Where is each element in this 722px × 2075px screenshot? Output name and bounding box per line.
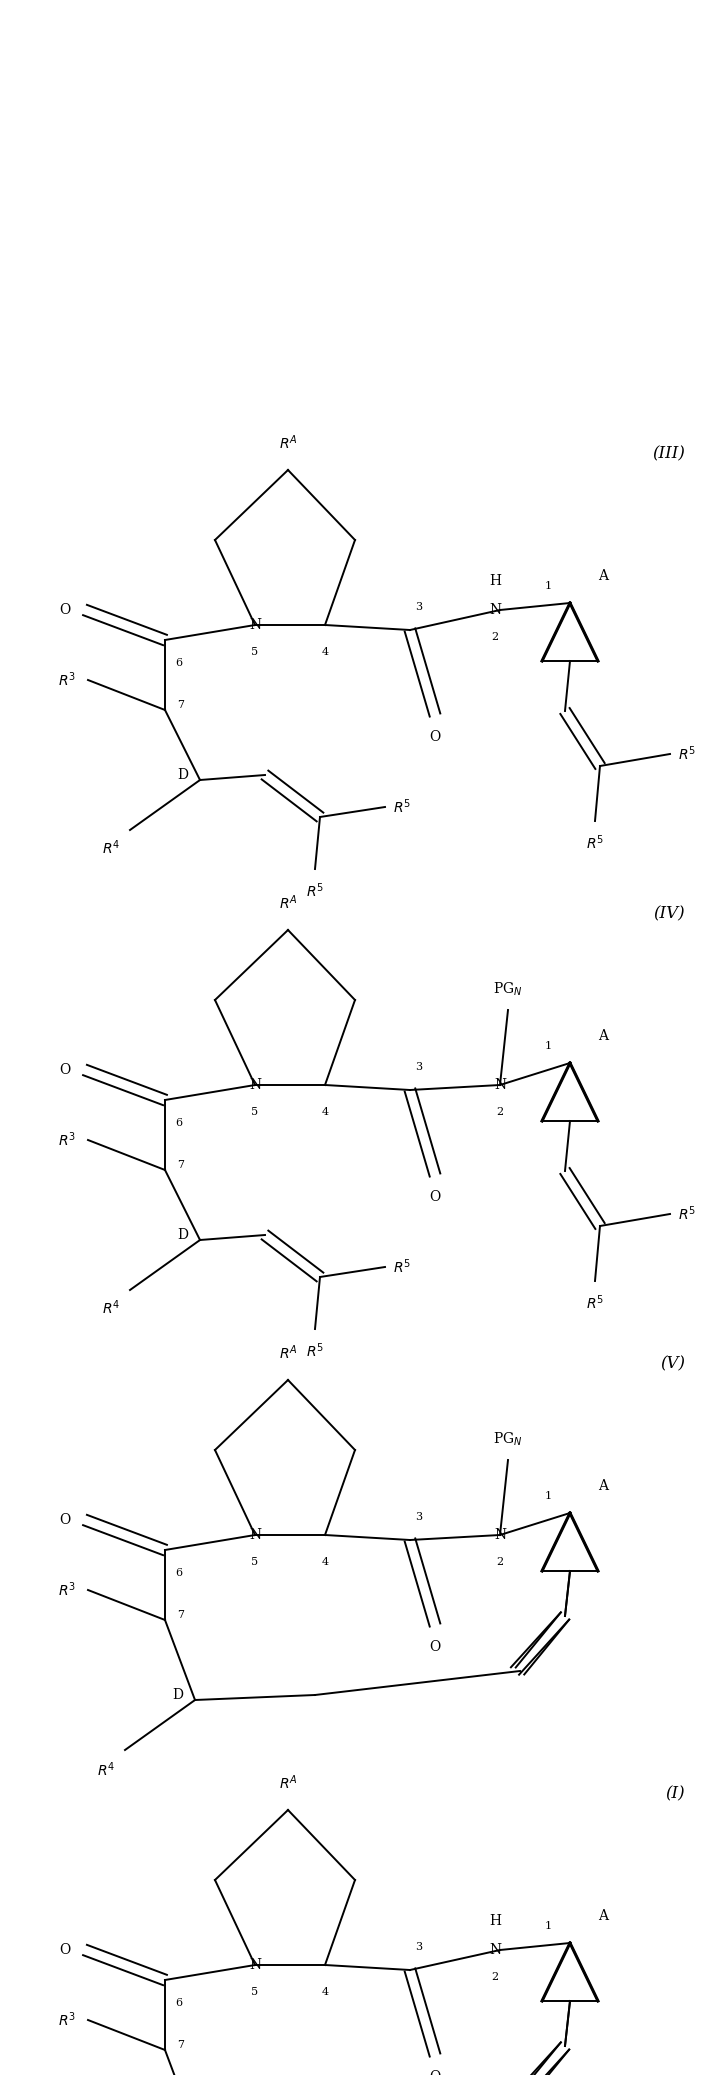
Text: N: N [249, 1527, 261, 1542]
Text: $R^A$: $R^A$ [279, 1774, 297, 1793]
Text: $R^5$: $R^5$ [306, 1340, 324, 1359]
Text: 5: 5 [251, 1106, 258, 1116]
Text: (III): (III) [652, 444, 685, 463]
Text: A: A [598, 1479, 608, 1494]
Text: O: O [58, 1513, 70, 1527]
Text: $R^4$: $R^4$ [102, 838, 120, 857]
Text: N: N [489, 1942, 501, 1957]
Text: A: A [598, 1909, 608, 1924]
Text: O: O [58, 1942, 70, 1957]
Text: O: O [430, 1189, 440, 1204]
Text: $R^5$: $R^5$ [306, 882, 324, 901]
Text: 4: 4 [321, 1106, 329, 1116]
Text: 3: 3 [415, 1942, 422, 1953]
Text: 2: 2 [492, 1971, 499, 1982]
Text: 6: 6 [175, 1569, 182, 1577]
Text: N: N [489, 604, 501, 616]
Text: $R^5$: $R^5$ [586, 832, 604, 851]
Text: $R^5$: $R^5$ [393, 797, 411, 815]
Text: D: D [177, 1228, 188, 1243]
Text: 1: 1 [545, 581, 552, 591]
Text: 5: 5 [251, 1988, 258, 1996]
Text: 6: 6 [175, 1118, 182, 1129]
Text: A: A [598, 1029, 608, 1044]
Text: $R^3$: $R^3$ [58, 670, 76, 689]
Text: $R^4$: $R^4$ [102, 1299, 120, 1318]
Text: $R^3$: $R^3$ [58, 1581, 76, 1600]
Text: 6: 6 [175, 658, 182, 668]
Text: PG$_N$: PG$_N$ [493, 981, 523, 998]
Text: (V): (V) [660, 1355, 685, 1372]
Text: D: D [172, 1687, 183, 1702]
Text: H: H [489, 575, 501, 587]
Text: $R^5$: $R^5$ [678, 1206, 696, 1224]
Text: 7: 7 [177, 1160, 184, 1170]
Text: $R^A$: $R^A$ [279, 434, 297, 452]
Text: O: O [58, 604, 70, 616]
Text: N: N [249, 618, 261, 633]
Text: D: D [177, 768, 188, 782]
Text: O: O [58, 1062, 70, 1077]
Text: 1: 1 [545, 1492, 552, 1500]
Text: 7: 7 [177, 699, 184, 710]
Text: 4: 4 [321, 1988, 329, 1996]
Text: N: N [249, 1079, 261, 1091]
Text: $R^5$: $R^5$ [586, 1293, 604, 1311]
Text: 1: 1 [545, 1042, 552, 1052]
Text: N: N [494, 1079, 506, 1091]
Text: (I): (I) [666, 1784, 685, 1801]
Text: N: N [494, 1527, 506, 1542]
Text: 7: 7 [177, 2040, 184, 2050]
Text: 3: 3 [415, 1513, 422, 1521]
Text: PG$_N$: PG$_N$ [493, 1430, 523, 1448]
Text: (IV): (IV) [653, 905, 685, 921]
Text: H: H [489, 1913, 501, 1928]
Text: 2: 2 [497, 1106, 503, 1116]
Text: $R^A$: $R^A$ [279, 1343, 297, 1361]
Text: $R^5$: $R^5$ [393, 1257, 411, 1276]
Text: 3: 3 [415, 602, 422, 612]
Text: 2: 2 [497, 1556, 503, 1567]
Text: 2: 2 [492, 633, 499, 641]
Text: $R^3$: $R^3$ [58, 1131, 76, 1150]
Text: $R^A$: $R^A$ [279, 894, 297, 913]
Text: 7: 7 [177, 1610, 184, 1621]
Text: $R^3$: $R^3$ [58, 2011, 76, 2029]
Text: 3: 3 [415, 1062, 422, 1073]
Text: $R^4$: $R^4$ [97, 1760, 115, 1778]
Text: 1: 1 [545, 1921, 552, 1932]
Text: 5: 5 [251, 647, 258, 658]
Text: 5: 5 [251, 1556, 258, 1567]
Text: A: A [598, 569, 608, 583]
Text: N: N [249, 1959, 261, 1971]
Text: O: O [430, 1639, 440, 1654]
Text: O: O [430, 2071, 440, 2075]
Text: O: O [430, 730, 440, 745]
Text: 4: 4 [321, 1556, 329, 1567]
Text: $R^5$: $R^5$ [678, 745, 696, 764]
Text: 4: 4 [321, 647, 329, 658]
Text: 6: 6 [175, 1998, 182, 2009]
